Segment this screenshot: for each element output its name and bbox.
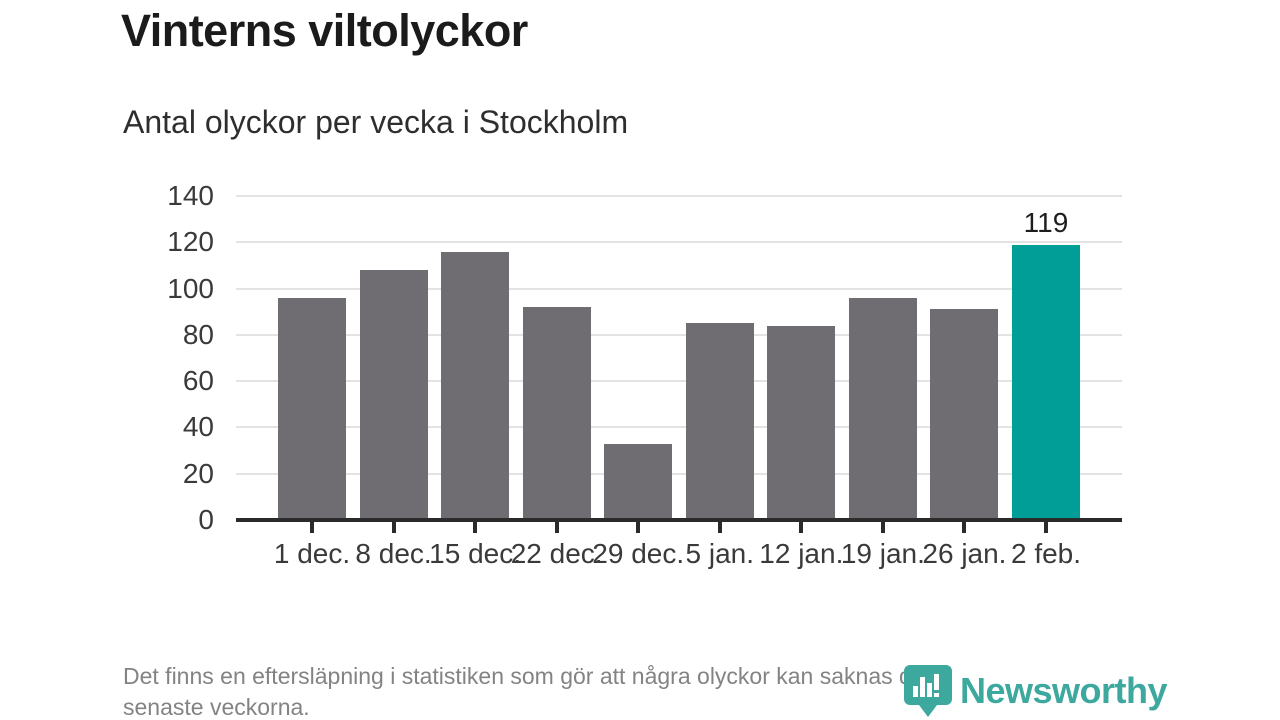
- y-axis-tick-label: 0: [198, 504, 214, 535]
- bar: [278, 297, 346, 520]
- x-axis-tick: [391, 522, 396, 533]
- chart-subtitle: Antal olyckor per vecka i Stockholm: [123, 104, 629, 140]
- gridline: [236, 380, 1122, 383]
- gridline: [236, 426, 1122, 429]
- y-axis-tick-label: 120: [167, 226, 214, 258]
- bar: [522, 307, 591, 520]
- bar: [441, 251, 510, 520]
- y-axis-tick-label: 40: [182, 411, 214, 443]
- y-axis-tick-label: 100: [167, 272, 214, 304]
- bar: [359, 270, 428, 520]
- x-axis-tick-label: 5 jan.: [685, 538, 755, 569]
- y-axis-tick-label: 60: [182, 365, 214, 397]
- x-axis-tick-label: 8 dec.: [355, 538, 432, 569]
- x-axis-tick: [473, 522, 478, 533]
- x-axis-tick: [962, 522, 967, 533]
- y-axis-tick-label: 140: [167, 180, 214, 211]
- x-axis-tick: [880, 522, 885, 533]
- x-axis-line: [236, 518, 1122, 522]
- x-axis-tick: [1044, 522, 1048, 533]
- bar: [604, 443, 673, 520]
- gridline: [236, 241, 1122, 244]
- x-axis-tick-label: 26 jan.: [922, 538, 1007, 569]
- x-axis-tick-label: 12 jan.: [759, 538, 844, 569]
- gridline: [236, 287, 1122, 290]
- x-axis-tick-label: 29 dec.: [592, 538, 685, 569]
- x-axis-tick: [799, 522, 804, 533]
- x-axis-tick: [636, 522, 641, 533]
- newsworthy-logo-text: Newsworthy: [960, 670, 1168, 711]
- bar-highlighted: [1012, 244, 1080, 520]
- x-axis-tick-label: 1 dec.: [273, 538, 351, 569]
- footnote-line: Det finns en eftersläpning i statistiken…: [123, 663, 925, 689]
- gridline: [236, 333, 1122, 336]
- x-axis-tick-label: 2 feb.: [1010, 538, 1082, 569]
- gridline: [236, 472, 1122, 475]
- bar-chart-plot-area: 0 20 40 60 80 100 120 140 1 dec. 8 dec. 15 dec. 22 …: [167, 182, 1122, 569]
- x-axis-tick-label: 22 dec.: [510, 538, 603, 569]
- footnote: Det finns en eftersläpning i statistiken…: [123, 661, 925, 720]
- x-axis-tick: [717, 522, 722, 533]
- bar: [685, 323, 754, 520]
- x-axis-tick-label: 15 dec.: [429, 538, 522, 569]
- page-title: Vinterns viltolyckor: [121, 5, 528, 56]
- gridline: [236, 195, 1122, 197]
- y-axis-tick-label: 20: [182, 457, 214, 489]
- x-axis-tick: [554, 522, 559, 533]
- footnote-line: senaste veckorna.: [123, 694, 310, 720]
- bar-value-label: 119: [1023, 206, 1069, 238]
- y-axis-tick-label: 80: [182, 318, 214, 350]
- bar: [848, 297, 917, 520]
- bar: [767, 325, 836, 520]
- newsworthy-logo-icon: [904, 665, 952, 717]
- x-axis-tick-label: 19 jan.: [840, 538, 925, 569]
- newsworthy-logo: Newsworthy: [903, 664, 1168, 718]
- x-axis-tick: [310, 522, 314, 533]
- bar: [930, 309, 999, 520]
